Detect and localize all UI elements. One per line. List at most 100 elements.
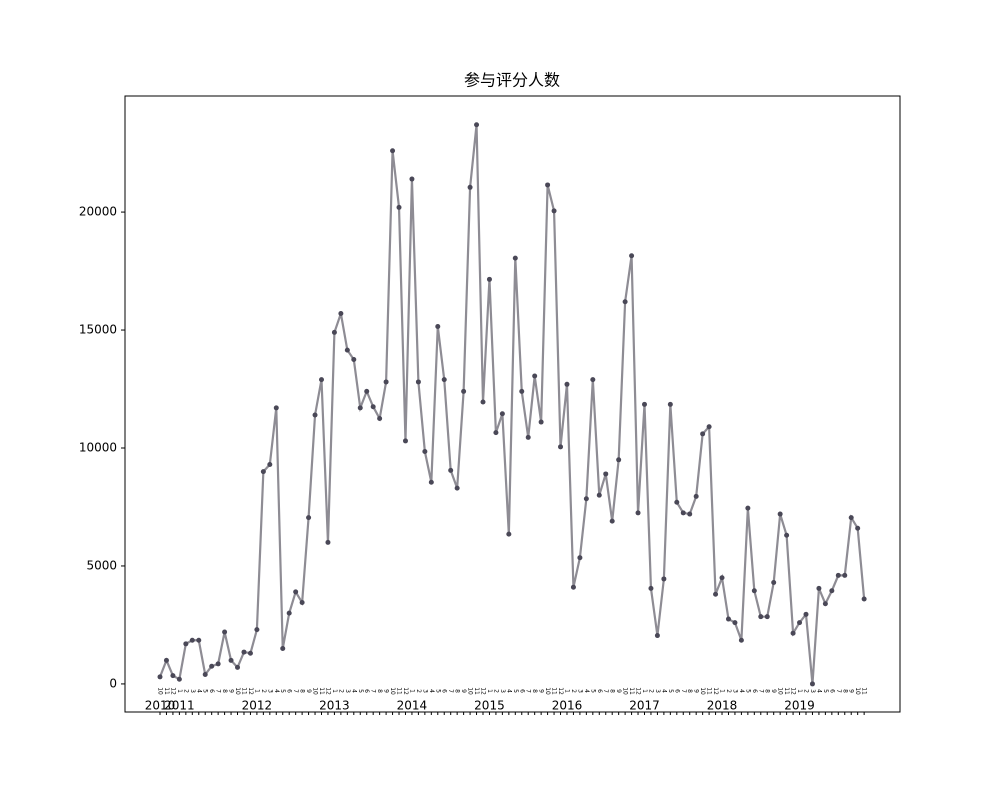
x-tick-label: 11 [783, 687, 790, 695]
point [603, 471, 609, 477]
point [519, 388, 525, 394]
line [158, 124, 866, 685]
point [467, 184, 473, 190]
x-tick-label: 5 [202, 689, 209, 693]
point [222, 629, 228, 635]
x-tick-label: 5 [744, 689, 751, 693]
x-tick-label: 10 [854, 687, 861, 695]
point [461, 388, 467, 394]
point [286, 610, 292, 616]
x-tick-label: 5 [434, 689, 441, 693]
x-tick-label: 2 [260, 689, 267, 693]
point [486, 276, 492, 282]
point [596, 492, 602, 498]
year-label: 2019 [784, 699, 815, 713]
point [163, 657, 169, 663]
x-tick-label: 7 [447, 689, 454, 693]
point [667, 401, 673, 407]
point [209, 663, 215, 669]
point [370, 404, 376, 410]
x-tick-label: 11 [861, 687, 868, 695]
point [344, 347, 350, 353]
x-tick-label: 11 [318, 687, 325, 695]
x-tick-label: 2 [725, 689, 732, 693]
x-tick-label: 5 [512, 689, 519, 693]
point [803, 611, 809, 617]
x-tick-label: 7 [602, 689, 609, 693]
x-tick-label: 8 [841, 689, 848, 693]
x-tick-label: 10 [389, 687, 396, 695]
point [525, 434, 531, 440]
x-tick-label: 10 [544, 687, 551, 695]
y-tick-label: 15000 [79, 323, 117, 337]
x-tick-label: 9 [538, 689, 545, 693]
x-tick-label: 3 [499, 689, 506, 693]
x-tick-label: 12 [169, 687, 176, 695]
point [176, 676, 182, 682]
x-tick-label: 10 [234, 687, 241, 695]
x-tick-label: 10 [699, 687, 706, 695]
point [409, 176, 415, 182]
x-tick-label: 9 [848, 689, 855, 693]
year-label: 2015 [474, 699, 505, 713]
x-tick-label: 10 [467, 687, 474, 695]
point [829, 588, 835, 594]
year-label: 2016 [552, 699, 583, 713]
point [306, 515, 312, 521]
point [312, 412, 318, 418]
x-tick-label: 11 [473, 687, 480, 695]
point [616, 457, 622, 463]
point [577, 555, 583, 561]
point [609, 518, 615, 524]
year-label: 2012 [242, 699, 273, 713]
point [538, 419, 544, 425]
point [725, 616, 731, 622]
point [732, 620, 738, 626]
x-tick-label: 2 [570, 689, 577, 693]
point [674, 499, 680, 505]
x-tick-label: 1 [796, 689, 803, 693]
point [273, 405, 279, 411]
x-tick-label: 4 [273, 689, 280, 693]
x-tick-label: 3 [344, 689, 351, 693]
x-tick-label: 9 [770, 689, 777, 693]
x-tick-label: 9 [615, 689, 622, 693]
point [751, 588, 757, 594]
point [280, 646, 286, 652]
point [254, 627, 260, 633]
point [687, 511, 693, 517]
point [706, 424, 712, 430]
x-tick-label: 6 [441, 689, 448, 693]
point [422, 449, 428, 455]
x-tick-label: 2 [415, 689, 422, 693]
x-tick-label: 1 [331, 689, 338, 693]
x-tick-label: 7 [757, 689, 764, 693]
point [196, 637, 202, 643]
x-tick-label: 4 [505, 689, 512, 693]
year-label: 2011 [164, 699, 195, 713]
point [790, 630, 796, 636]
x-tick-label: 7 [835, 689, 842, 693]
point [247, 650, 253, 656]
point [480, 399, 486, 405]
x-tick-label: 7 [680, 689, 687, 693]
point [700, 431, 706, 437]
point [719, 575, 725, 581]
point [357, 405, 363, 411]
x-tick-label: 6 [518, 689, 525, 693]
x-tick-label: 5 [357, 689, 364, 693]
point [351, 357, 357, 363]
x-tick-label: 3 [809, 689, 816, 693]
point [448, 467, 454, 473]
point [738, 637, 744, 643]
x-tick-label: 7 [215, 689, 222, 693]
point [415, 379, 421, 385]
point [822, 601, 828, 607]
point [558, 444, 564, 450]
x-tick-label: 6 [286, 689, 293, 693]
point [835, 572, 841, 578]
x-tick-label: 3 [189, 689, 196, 693]
x-tick-label: 6 [363, 689, 370, 693]
x-tick-label: 12 [247, 687, 254, 695]
x-tick-label: 11 [628, 687, 635, 695]
